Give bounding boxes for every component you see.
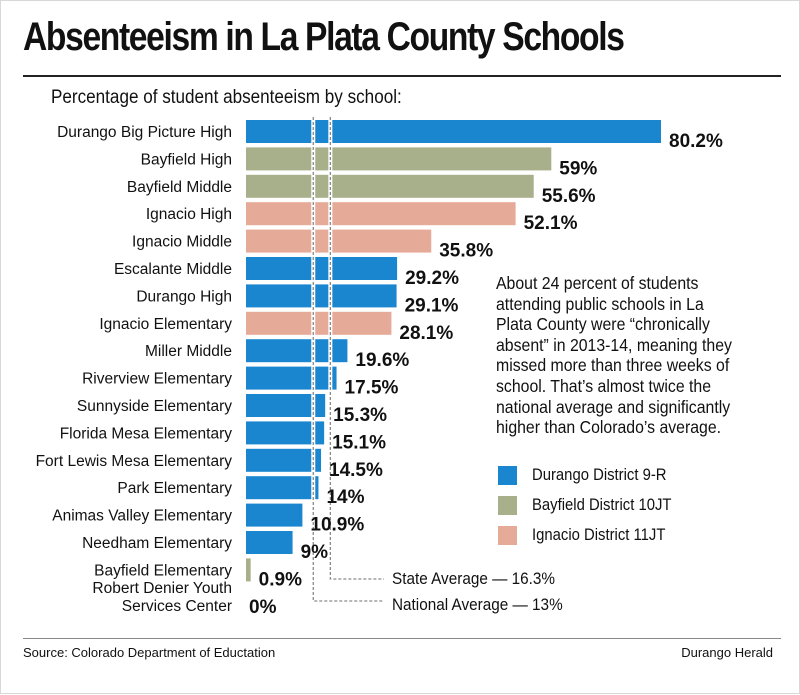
publisher-credit: Durango Herald — [681, 645, 773, 660]
value-label: 9% — [301, 542, 329, 563]
state-average-label: State Average — 16.3% — [392, 569, 556, 588]
reference-lines-layer — [311, 117, 384, 603]
category-label: Ignacio Middle — [132, 234, 232, 251]
category-label: Bayfield Middle — [127, 179, 232, 196]
value-label: 10.9% — [310, 515, 364, 536]
value-label: 0% — [249, 597, 277, 618]
national-average-label: National Average — 13% — [392, 595, 563, 614]
bar — [246, 174, 534, 198]
bar — [246, 257, 398, 280]
bar — [246, 202, 516, 226]
bar — [246, 531, 293, 554]
category-label: Ignacio Elementary — [99, 316, 232, 333]
bar — [246, 476, 319, 500]
category-label: Fort Lewis Mesa Elementary — [36, 453, 233, 470]
chart-subtitle: Percentage of student absenteeism by sch… — [51, 87, 402, 108]
bar — [246, 503, 303, 527]
labels-layer: Durango Big Picture High 80.2% Bayfield Hi… — [36, 124, 723, 618]
footer-rule — [23, 638, 781, 639]
bar — [246, 311, 392, 335]
chart-title: Absenteeism in La Plata County Schools — [23, 15, 625, 59]
category-label: Durango High — [136, 288, 232, 305]
bar — [246, 147, 552, 171]
category-label: Escalante Middle — [114, 261, 232, 278]
state-average-line — [329, 117, 384, 580]
value-label: 55.6% — [542, 186, 596, 207]
bar — [246, 284, 397, 308]
legend-swatch-ignacio — [498, 526, 517, 545]
title-rule — [23, 75, 781, 77]
category-label: Needham Elementary — [82, 535, 232, 552]
value-label: 15.1% — [332, 432, 386, 453]
category-label: Durango Big Picture High — [57, 124, 232, 141]
national-average-line — [312, 117, 384, 602]
category-label: Robert Denier Youth Services Center — [92, 580, 232, 615]
category-label: Ignacio High — [146, 206, 232, 223]
category-label: Florida Mesa Elementary — [60, 425, 233, 442]
category-label: Park Elementary — [117, 480, 232, 497]
bar — [246, 339, 348, 363]
bar — [246, 448, 322, 472]
bar — [246, 366, 337, 390]
bar — [246, 394, 326, 417]
bar — [246, 120, 661, 143]
category-label: Miller Middle — [145, 343, 232, 360]
category-label: Bayfield High — [141, 151, 232, 168]
legend-swatch-durango — [498, 466, 517, 485]
annotation-note: About 24 percent of students attending p… — [496, 273, 732, 438]
legend-label-ignacio: Ignacio District 11JT — [532, 526, 666, 544]
legend-label-durango: Durango District 9-R — [532, 466, 667, 484]
value-label: 28.1% — [399, 323, 453, 344]
value-label: 29.2% — [405, 268, 459, 289]
legend-label-bayfield: Bayfield District 10JT — [532, 496, 672, 514]
category-label: Riverview Elementary — [82, 371, 232, 388]
value-label: 19.6% — [355, 350, 409, 371]
value-label: 35.8% — [439, 241, 493, 262]
value-label: 80.2% — [669, 131, 723, 152]
source-credit: Source: Colorado Department of Eductatio… — [23, 645, 276, 660]
bar — [246, 229, 432, 253]
bar — [246, 421, 325, 445]
bar — [246, 558, 251, 582]
value-label: 14% — [326, 487, 364, 508]
category-label: Sunnyside Elementary — [77, 398, 232, 415]
value-label: 59% — [559, 158, 597, 179]
legend-swatch-bayfield — [498, 496, 517, 515]
value-label: 14.5% — [329, 460, 383, 481]
value-label: 52.1% — [524, 213, 578, 234]
category-label: Animas Valley Elementary — [52, 508, 232, 525]
value-label: 15.3% — [333, 405, 387, 426]
category-label: Bayfield Elementary — [94, 562, 232, 579]
value-label: 29.1% — [405, 295, 459, 316]
value-label: 17.5% — [345, 378, 399, 399]
value-label: 0.9% — [259, 569, 302, 590]
